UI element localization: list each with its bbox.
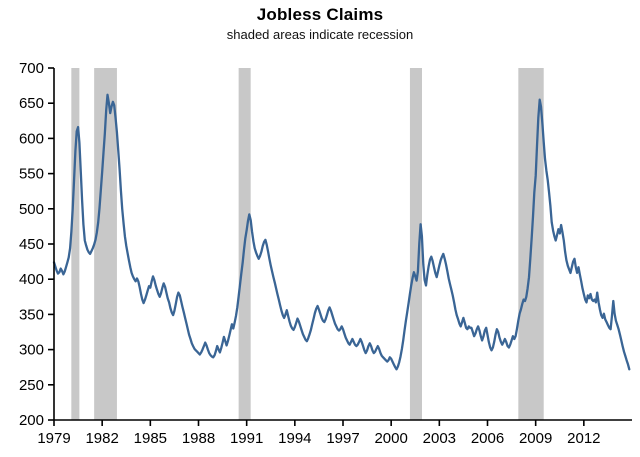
y-tick-label: 500: [19, 201, 44, 218]
x-tick-label: 1982: [85, 430, 118, 447]
x-tick-label: 1985: [134, 430, 167, 447]
x-tick-label: 1994: [278, 430, 311, 447]
y-tick-label: 700: [19, 60, 44, 77]
y-tick-label: 450: [19, 236, 44, 253]
x-tick-label: 2003: [423, 430, 456, 447]
x-tick-label: 1991: [230, 430, 263, 447]
y-tick-label: 300: [19, 342, 44, 359]
y-tick-label: 250: [19, 377, 44, 394]
x-tick-label: 1988: [182, 430, 215, 447]
x-tick-label: 1979: [37, 430, 70, 447]
y-tick-label: 550: [19, 166, 44, 183]
x-tick-label: 1997: [326, 430, 359, 447]
x-tick-label: 2012: [567, 430, 600, 447]
y-tick-label: 400: [19, 271, 44, 288]
chart-subtitle: shaded areas indicate recession: [226, 27, 414, 42]
jobless-claims-series: [52, 93, 631, 371]
recession-band: [409, 68, 422, 420]
chart-title: Jobless Claims: [256, 5, 384, 24]
x-tick-label: 2006: [471, 430, 504, 447]
y-tick-label: 650: [19, 95, 44, 112]
y-tick-label: 200: [19, 412, 44, 429]
x-tick-label: 2009: [519, 430, 552, 447]
y-tick-label: 350: [19, 306, 44, 323]
recession-band: [94, 68, 117, 420]
x-tick-label: 2000: [374, 430, 407, 447]
recession-band: [71, 68, 80, 420]
y-tick-label: 600: [19, 130, 44, 147]
